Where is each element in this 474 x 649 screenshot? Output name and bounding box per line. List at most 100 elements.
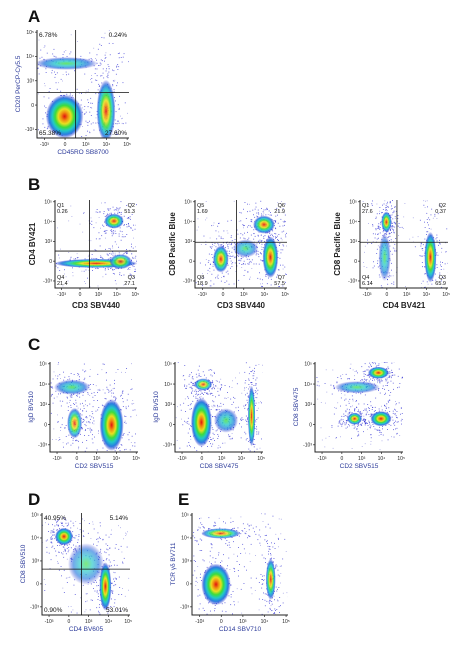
event-dot [434,295,435,296]
quadrant-label-bottom-right: 53.01% [106,607,128,614]
event-dot [101,257,103,259]
event-dot [268,290,269,291]
event-dot [363,420,365,422]
event-dot [249,260,251,262]
event-dot [139,272,140,273]
event-dot [62,553,64,555]
event-dot [190,381,192,383]
event-dot [62,587,64,589]
event-dot [348,378,350,379]
event-dot [385,425,387,426]
event-dot [91,78,93,79]
event-dot [84,424,86,425]
event-dot [65,522,67,524]
event-dot [220,378,222,380]
event-dot [421,195,422,196]
event-dot [125,372,126,373]
event-dot [381,321,382,322]
event-dot [223,645,224,646]
event-dot [392,374,394,376]
event-dot [120,610,122,611]
event-dot [99,238,101,240]
event-dot [246,438,248,439]
event-dot [141,68,142,69]
event-dot [85,90,87,92]
event-dot [107,64,109,66]
event-dot [6,62,7,63]
event-dot [83,419,85,421]
event-dot [134,409,136,411]
event-dot [111,529,112,531]
event-dot [394,218,396,219]
event-dot [255,466,256,467]
event-dot [432,304,433,305]
event-dot [382,385,384,387]
event-dot [256,448,258,450]
event-dot [245,433,247,435]
event-dot [377,227,379,229]
event-dot [97,538,99,540]
event-dot [390,239,392,241]
event-dot [104,54,106,56]
event-dot [416,385,417,386]
event-dot [211,427,213,429]
event-dot [377,226,379,228]
event-dot [208,253,210,255]
event-dot [369,366,370,368]
event-dot [193,395,194,397]
event-dot [111,392,113,394]
event-dot [79,376,80,378]
event-dot [216,276,218,278]
event-dot [48,523,49,525]
event-dot [46,551,48,553]
event-dot [364,245,366,247]
event-dot [133,237,134,239]
event-dot [290,262,291,263]
event-dot [122,398,124,399]
event-dot [208,369,210,371]
event-dot [254,471,255,472]
event-dot [117,82,118,84]
event-dot [364,420,366,422]
event-dot [284,221,286,223]
event-dot [101,369,103,371]
event-dot [378,274,380,276]
event-dot [70,606,72,607]
event-dot [90,107,92,108]
event-dot [65,436,67,437]
event-dot [71,216,73,217]
event-dot [398,198,399,199]
event-dot [257,212,259,214]
event-dot [105,534,107,536]
event-dot [239,212,241,213]
event-dot [349,367,351,369]
event-dot [232,613,233,615]
event-dot [76,257,78,259]
event-dot [389,235,391,237]
event-dot [113,91,115,93]
event-dot [232,528,233,530]
event-dot [208,441,210,442]
event-dot [125,422,127,424]
event-dot [204,392,206,393]
event-dot [123,434,124,436]
event-dot [128,431,130,433]
event-dot [258,263,260,265]
event-dot [72,531,74,533]
x-tick-label: 0 [79,292,82,298]
event-dot [140,270,141,271]
event-dot [195,373,197,375]
x-axis-title: CD4 BV605 [69,626,104,633]
event-dot [150,266,151,267]
event-dot [66,56,68,57]
event-dot [219,292,220,293]
event-dot [77,41,78,42]
event-dot [16,268,17,269]
event-dot [115,73,117,75]
event-dot [84,371,85,373]
event-dot [229,460,230,461]
event-dot [113,232,115,234]
event-dot [137,263,138,264]
event-dot [100,75,102,77]
event-dot [207,446,208,447]
